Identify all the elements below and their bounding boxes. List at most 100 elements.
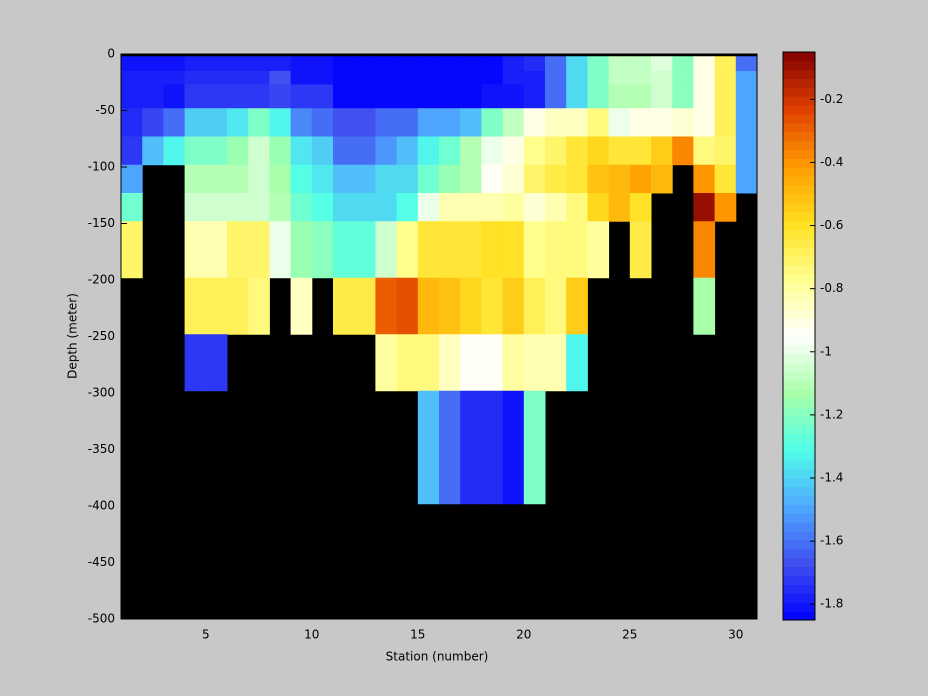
heat-cell [248, 136, 270, 166]
heat-cell [142, 56, 164, 72]
heat-cell [396, 192, 419, 222]
y-tick-label: -200 [88, 273, 115, 287]
heat-cell [142, 84, 164, 109]
colorbar-tick-label: -0.4 [820, 155, 843, 169]
heat-cell [290, 136, 313, 166]
heat-cell [269, 84, 292, 109]
heat-cell [629, 84, 652, 109]
heat-cell [227, 164, 249, 194]
heat-cell [672, 84, 694, 109]
heat-cell [333, 108, 355, 137]
heat-cell [205, 108, 228, 137]
heat-cell [121, 70, 143, 86]
heat-cell [439, 192, 461, 222]
heat-cell [566, 334, 588, 392]
heat-cell [417, 192, 440, 222]
heat-cell [566, 84, 588, 109]
colorbar-swatch [783, 114, 815, 124]
heat-cell [566, 164, 588, 194]
colorbar-swatch [783, 398, 815, 408]
heat-cell [481, 164, 504, 194]
colorbar-swatch [783, 593, 815, 603]
heat-cell [545, 56, 567, 72]
heat-cell [439, 390, 461, 505]
colorbar-swatch [783, 575, 815, 585]
heat-cell [714, 136, 737, 166]
heat-cell [693, 164, 716, 194]
heat-cell [523, 192, 546, 222]
heat-cell [184, 277, 207, 335]
heat-cell [205, 136, 228, 166]
heat-cell [248, 108, 270, 137]
colorbar-swatch [783, 140, 815, 151]
heat-cell [205, 56, 228, 72]
heat-cell [417, 221, 440, 279]
heat-cell [439, 277, 461, 335]
heat-cell [693, 136, 716, 166]
colorbar-swatch [783, 185, 815, 195]
heat-cell [375, 221, 398, 279]
heat-cell [248, 221, 270, 279]
heat-cell [714, 70, 737, 86]
colorbar-swatch [783, 105, 815, 115]
colorbar-swatch [783, 176, 815, 186]
heat-cell [290, 56, 313, 72]
heat-cell [205, 70, 228, 86]
colorbar-swatch [783, 60, 815, 71]
heat-cell [227, 108, 249, 137]
heat-cell [354, 136, 376, 166]
colorbar-swatch [783, 318, 815, 328]
heat-cell [354, 221, 376, 279]
colorbar-swatch [783, 344, 815, 355]
x-axis-label: Station (number) [386, 650, 489, 664]
heat-cell [587, 192, 610, 222]
colorbar-swatch [783, 460, 815, 470]
heat-cell [248, 56, 270, 72]
x-tick-label: 25 [622, 628, 637, 642]
colorbar-swatch [783, 123, 815, 133]
heat-cell [629, 70, 652, 86]
colorbar-swatch [783, 238, 815, 248]
heat-cell [735, 136, 758, 166]
colorbar-swatch [783, 256, 815, 266]
heat-cell [354, 56, 376, 72]
colorbar-swatch [783, 451, 815, 461]
heat-cell [502, 70, 525, 86]
heat-cell [184, 221, 207, 279]
heat-cell [269, 108, 292, 137]
heat-cell [290, 221, 313, 279]
y-tick-label: -50 [95, 103, 115, 117]
heat-cell [545, 334, 567, 392]
heat-cell [269, 136, 292, 166]
heat-cell [523, 108, 546, 137]
colorbar-swatch [783, 442, 815, 452]
colorbar-swatch [783, 87, 815, 97]
heat-cell [587, 136, 610, 166]
y-tick-label: -400 [88, 499, 115, 513]
heat-cell [163, 70, 186, 86]
heat-cell [248, 192, 270, 222]
colorbar-tick-label: -1.2 [820, 407, 843, 421]
heat-cell [439, 136, 461, 166]
heat-cell [184, 334, 207, 392]
heat-cell [545, 136, 567, 166]
heat-cell [375, 136, 398, 166]
heat-cell [396, 70, 419, 86]
heat-cell [333, 221, 355, 279]
x-tick-label: 5 [202, 628, 210, 642]
heat-cell [311, 221, 334, 279]
heat-cell [375, 70, 398, 86]
colorbar-swatch [783, 415, 815, 426]
heat-cell [608, 84, 631, 109]
colorbar-tick-label: -1.8 [820, 597, 843, 611]
heat-cell [333, 70, 355, 86]
heat-cell [545, 164, 567, 194]
heat-cell [460, 136, 482, 166]
heat-cell [184, 70, 207, 86]
colorbar-swatch [783, 602, 815, 612]
colorbar-swatch [783, 96, 815, 106]
heat-cell [290, 70, 313, 86]
colorbar-swatch [783, 69, 815, 80]
colorbar-swatch [783, 309, 815, 319]
heat-cell [502, 136, 525, 166]
